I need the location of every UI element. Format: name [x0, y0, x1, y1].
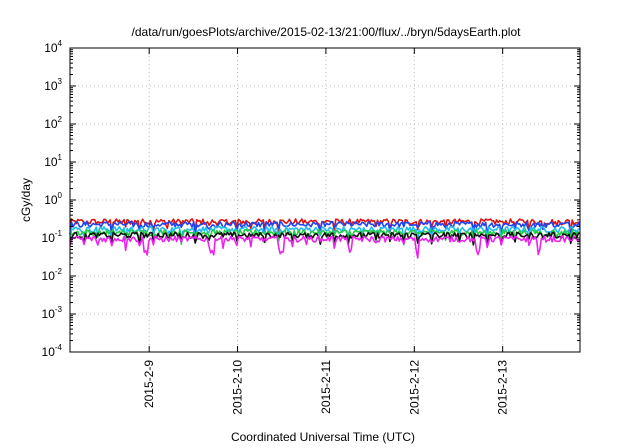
y-tick-label: 10-2	[42, 267, 63, 283]
y-tick-label: 102	[44, 115, 62, 131]
y-tick-label: 10-4	[42, 343, 63, 359]
x-tick-label: 2015-2-13	[496, 360, 510, 415]
series-group	[69, 218, 581, 259]
series-line	[69, 220, 581, 238]
series-line	[69, 218, 581, 234]
y-tick-label: 103	[44, 77, 62, 93]
chart-title: /data/run/goesPlots/archive/2015-02-13/2…	[132, 25, 522, 39]
x-tick-label: 2015-2-9	[142, 360, 156, 408]
y-tick-label: 101	[44, 153, 62, 169]
y-tick-label: 10-3	[42, 305, 63, 321]
grid	[70, 48, 580, 352]
series-line	[69, 225, 581, 243]
x-axis: 2015-2-9 2015-2-10 2015-2-11 2015-2-12 2015-…	[142, 48, 510, 415]
x-axis-label: Coordinated Universal Time (UTC)	[231, 430, 415, 444]
y-tick-label: 10-1	[42, 229, 63, 245]
x-tick-label: 2015-2-10	[231, 360, 245, 415]
y-tick-label: 100	[44, 191, 62, 207]
series-line	[69, 235, 581, 259]
y-tick-label: 104	[44, 39, 62, 55]
y-axis-label: cGy/day	[19, 178, 33, 222]
x-tick-label: 2015-2-12	[407, 360, 421, 415]
x-tick-label: 2015-2-11	[319, 360, 333, 414]
y-axis: 10-4 10-3 10-2 10-1 100 101 102 103 104	[42, 39, 580, 359]
